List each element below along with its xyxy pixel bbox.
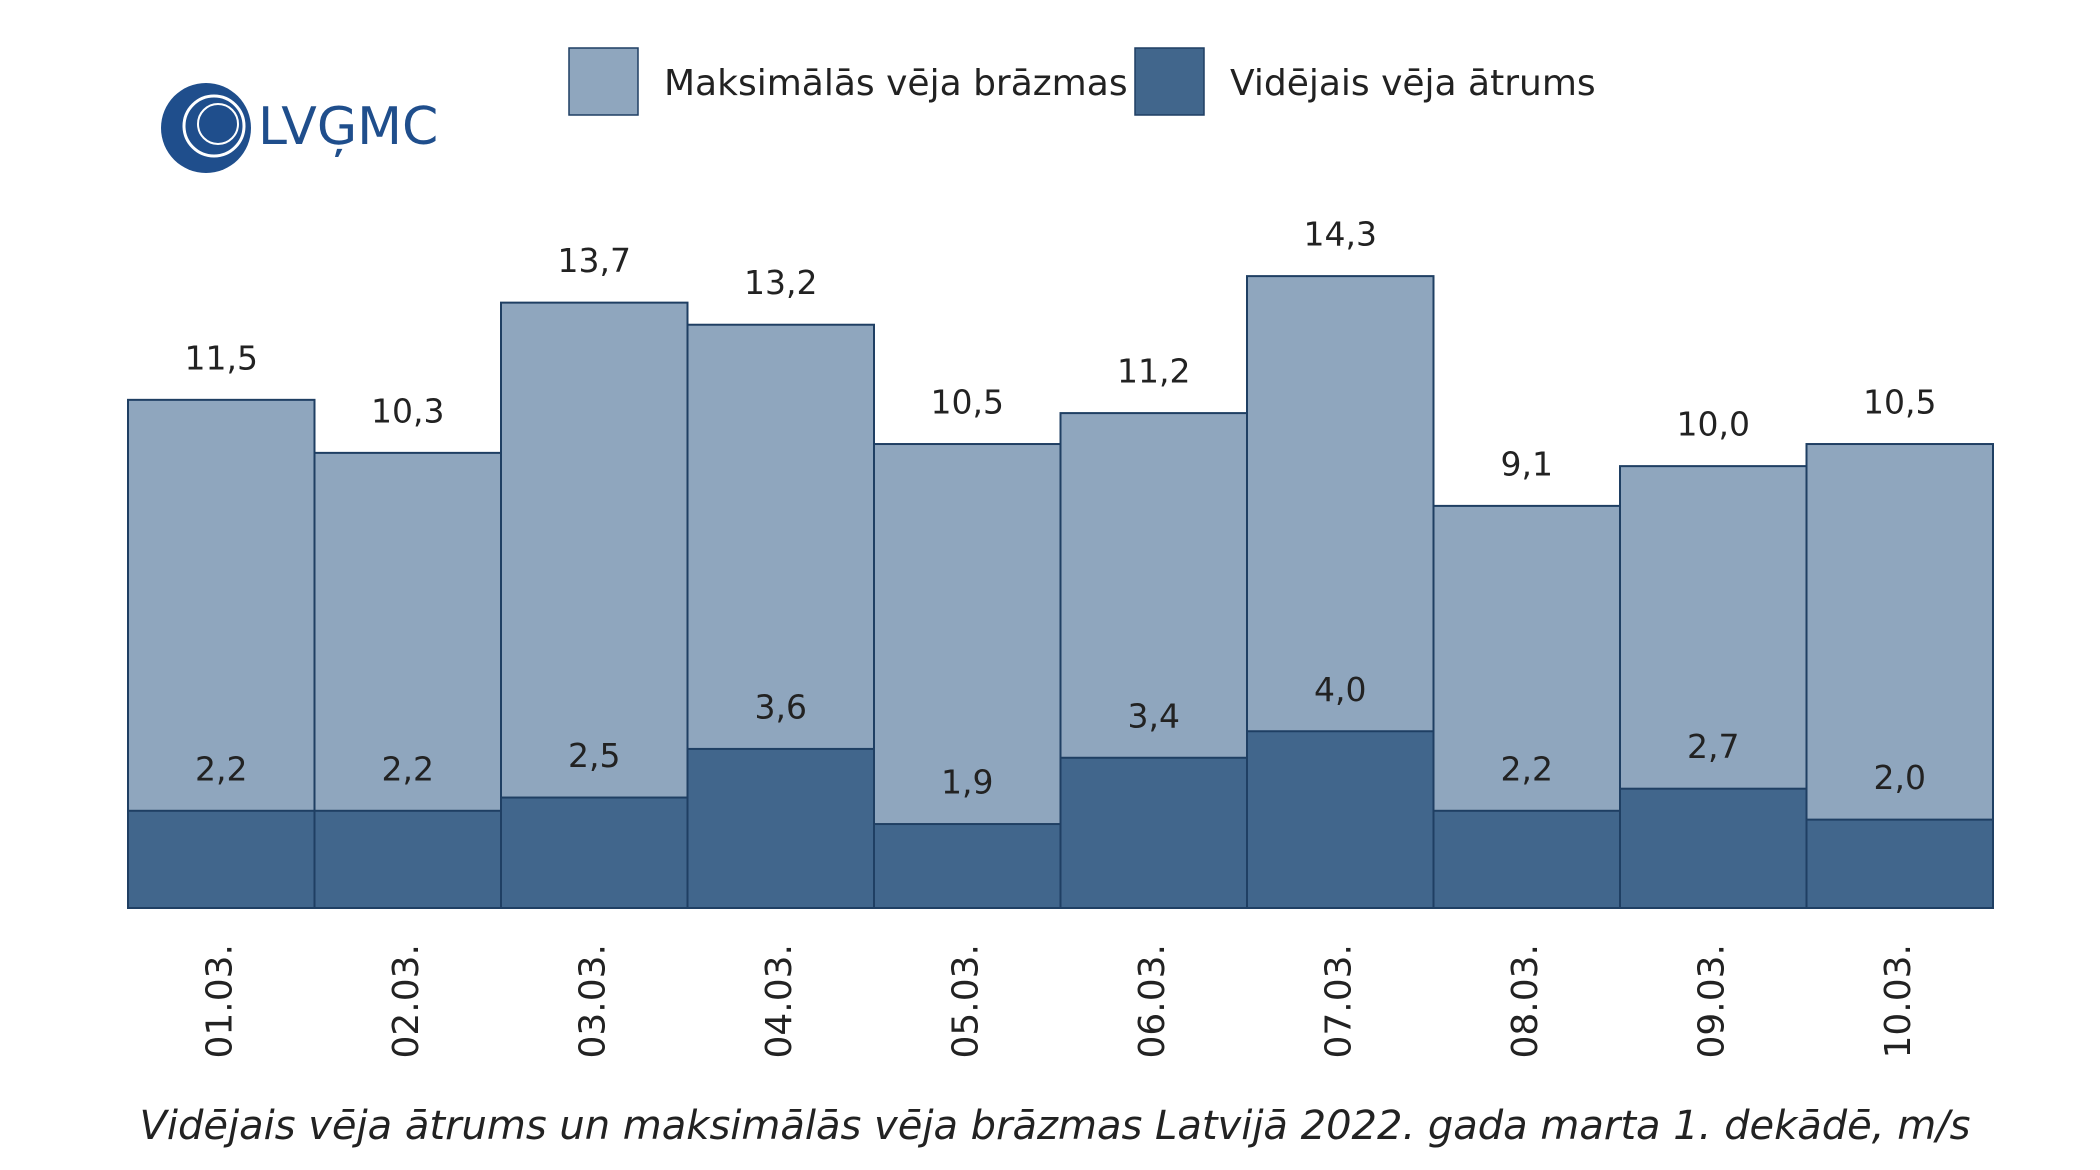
- value-label: 11,2: [1117, 352, 1190, 391]
- value-label: 2,2: [195, 749, 247, 788]
- bar: [1432, 809, 1621, 909]
- value-label: 2,2: [382, 749, 434, 788]
- x-tick-label: 03.03.: [572, 944, 613, 1059]
- value-label: 2,0: [1874, 758, 1926, 797]
- x-tick-label: 04.03.: [759, 944, 800, 1059]
- bar: [686, 747, 875, 909]
- value-label: 10,5: [1863, 383, 1936, 422]
- logo: LVĢMC: [161, 83, 438, 173]
- value-label: 2,5: [568, 736, 620, 775]
- chart-title: Vidējais vēja ātrums un maksimālās vēja …: [139, 1103, 1970, 1149]
- value-label: 13,2: [744, 263, 817, 302]
- value-label: 13,7: [558, 241, 631, 280]
- x-tick-label: 08.03.: [1505, 944, 1546, 1059]
- bar: [1246, 730, 1435, 909]
- x-tick-label: 10.03.: [1878, 944, 1919, 1059]
- bar: [1059, 756, 1248, 910]
- bar: [127, 809, 316, 909]
- value-label: 10,5: [931, 383, 1004, 422]
- logo-ring: [182, 94, 246, 158]
- x-tick-label: 05.03.: [945, 944, 986, 1059]
- legend-swatch: [1134, 47, 1205, 116]
- legend-label: Maksimālās vēja brāzmas: [664, 63, 1128, 104]
- value-label: 3,6: [755, 687, 807, 726]
- value-label: 2,2: [1501, 749, 1553, 788]
- value-label: 14,3: [1304, 215, 1377, 254]
- x-tick-label: 06.03.: [1132, 944, 1173, 1059]
- bar: [1619, 787, 1808, 909]
- x-tick-label: 01.03.: [199, 944, 240, 1059]
- bar: [313, 809, 502, 909]
- bar: [1805, 818, 1994, 909]
- x-tick-label: 09.03.: [1691, 944, 1732, 1059]
- legend-swatch: [568, 47, 639, 116]
- bar: [500, 796, 689, 909]
- x-tick-label: 02.03.: [386, 944, 427, 1059]
- value-label: 11,5: [185, 338, 258, 377]
- value-label: 4,0: [1314, 670, 1366, 709]
- legend-label: Vidējais vēja ātrums: [1230, 63, 1596, 104]
- value-label: 2,7: [1687, 727, 1739, 766]
- value-label: 10,0: [1677, 405, 1750, 444]
- logo-circle: [161, 83, 251, 173]
- value-label: 10,3: [371, 391, 444, 430]
- bar: [873, 823, 1062, 910]
- value-label: 1,9: [941, 763, 993, 802]
- logo-ring: [197, 103, 239, 145]
- value-label: 3,4: [1128, 696, 1180, 735]
- logo-text: LVĢMC: [258, 97, 438, 157]
- value-label: 9,1: [1501, 444, 1553, 483]
- x-tick-label: 07.03.: [1318, 944, 1359, 1059]
